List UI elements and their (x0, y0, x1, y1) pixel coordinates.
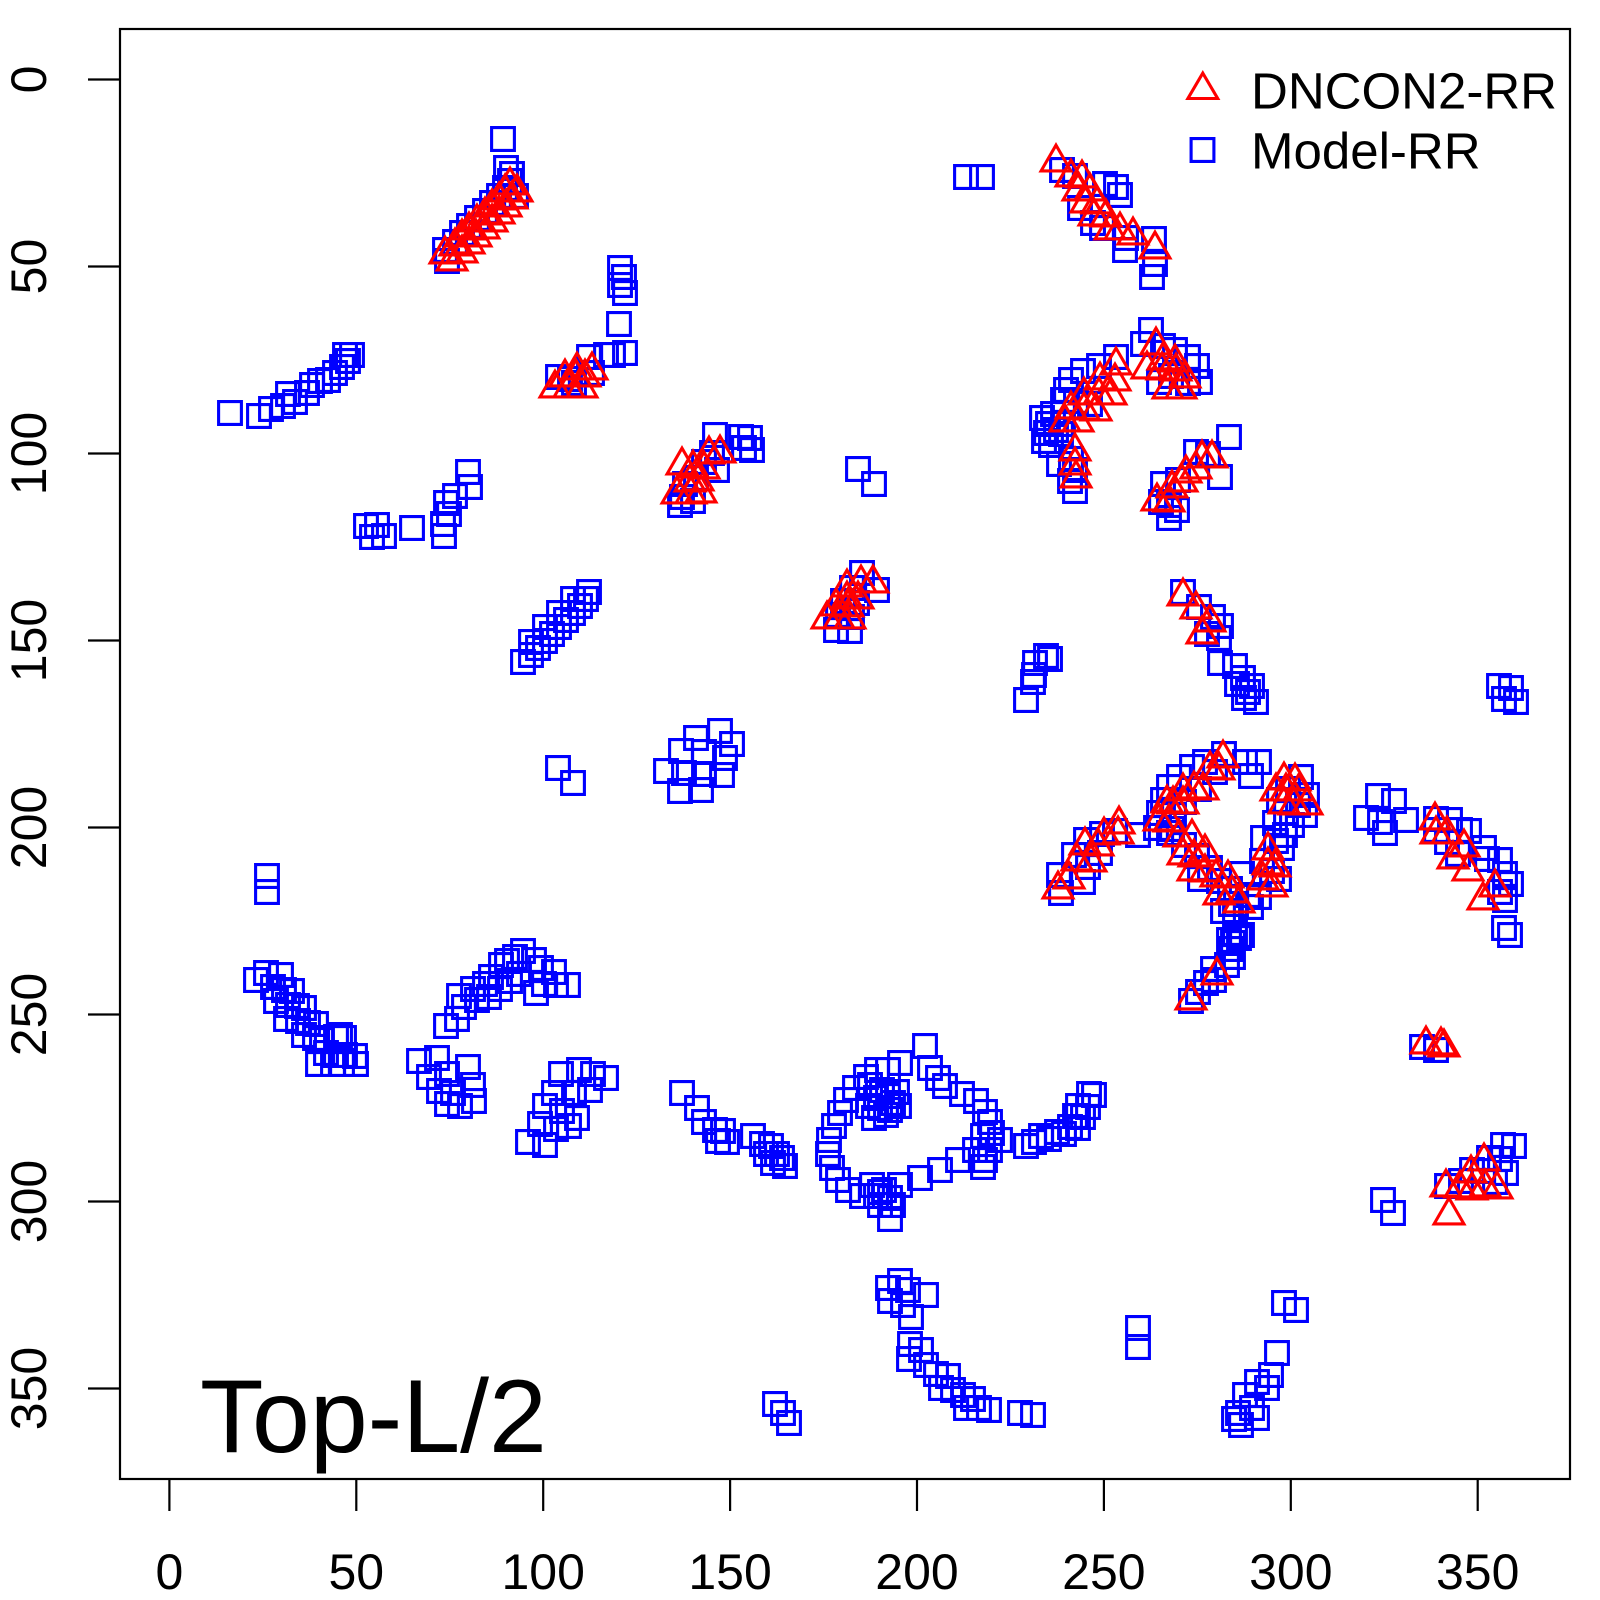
svg-text:350: 350 (1436, 1544, 1519, 1600)
svg-text:200: 200 (1, 786, 57, 869)
svg-text:300: 300 (1249, 1544, 1332, 1600)
svg-text:Top-L/2: Top-L/2 (200, 1359, 547, 1475)
svg-text:0: 0 (1, 66, 57, 94)
svg-text:250: 250 (1062, 1544, 1145, 1600)
svg-text:50: 50 (328, 1544, 384, 1600)
svg-text:150: 150 (1, 599, 57, 682)
svg-text:100: 100 (501, 1544, 584, 1600)
svg-text:350: 350 (1, 1347, 57, 1430)
svg-text:150: 150 (688, 1544, 771, 1600)
svg-text:0: 0 (155, 1544, 183, 1600)
svg-text:Model-RR: Model-RR (1251, 123, 1481, 180)
svg-text:300: 300 (1, 1160, 57, 1243)
svg-text:250: 250 (1, 973, 57, 1056)
svg-text:100: 100 (1, 412, 57, 495)
svg-text:200: 200 (875, 1544, 958, 1600)
svg-text:DNCON2-RR: DNCON2-RR (1251, 63, 1557, 120)
svg-text:50: 50 (1, 239, 57, 295)
